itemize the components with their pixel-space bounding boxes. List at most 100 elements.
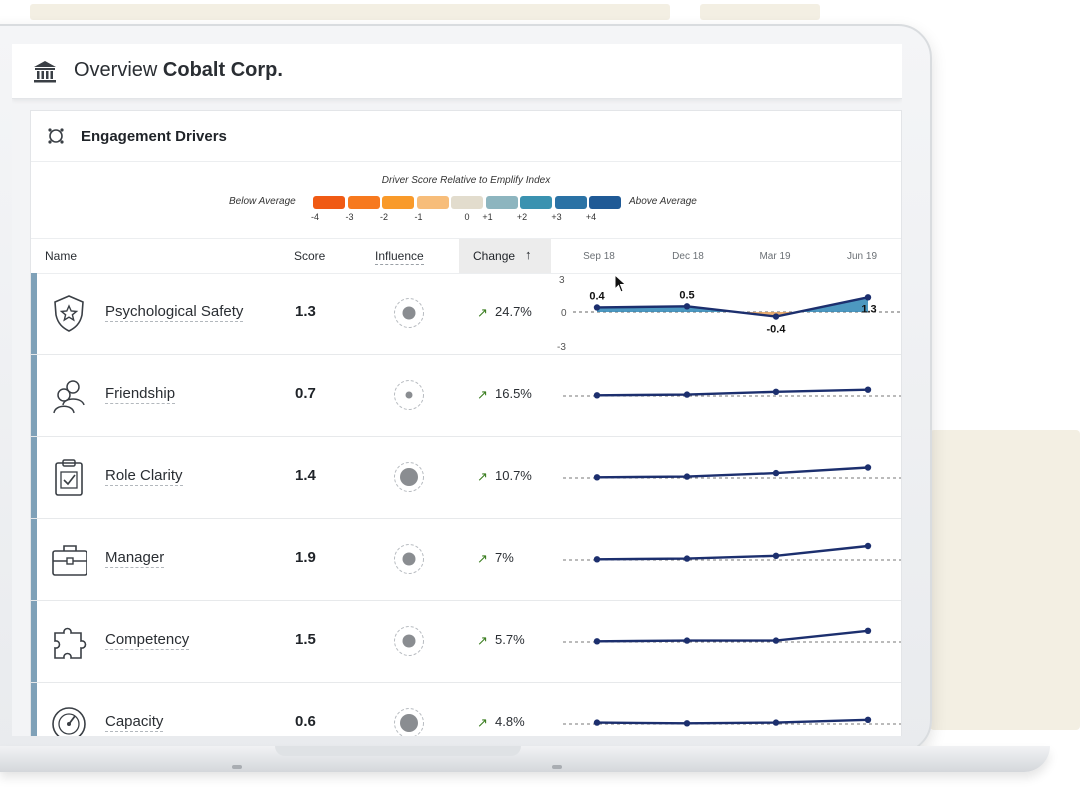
- legend-swatch: [520, 196, 552, 209]
- table-row[interactable]: Role Clarity 1.4 ↗ 10.7%: [31, 437, 901, 519]
- legend-swatch: [554, 196, 587, 209]
- legend-tick: +2: [516, 212, 528, 222]
- column-header-score[interactable]: Score: [294, 249, 326, 263]
- legend-title: Driver Score Relative to Emplify Index: [381, 175, 551, 186]
- trend-point[interactable]: [593, 474, 601, 481]
- puzzle-icon: [54, 627, 87, 659]
- trend-line: [596, 296, 869, 318]
- trend-point[interactable]: [864, 386, 872, 393]
- table-row[interactable]: Manager 1.9 ↗ 7%: [31, 519, 901, 601]
- driver-change: 16.5%: [495, 386, 532, 401]
- driver-change: 5.7%: [495, 632, 525, 647]
- trend-point[interactable]: [772, 469, 780, 477]
- legend-swatch: [382, 196, 414, 209]
- driver-name[interactable]: Manager: [105, 549, 165, 568]
- trend-point[interactable]: [864, 627, 872, 634]
- laptop-foot: [232, 765, 242, 769]
- influence-indicator[interactable]: [393, 461, 425, 493]
- trend-line: [596, 388, 869, 397]
- trend-point[interactable]: [683, 555, 691, 562]
- legend-swatch: [416, 196, 449, 209]
- trend-point-label: 0.5: [679, 289, 694, 301]
- legend-tick: -2: [379, 212, 388, 222]
- legend-tick: -1: [414, 212, 423, 222]
- trend-point[interactable]: [772, 388, 780, 395]
- trend-point[interactable]: [593, 638, 601, 645]
- driver-name[interactable]: Role Clarity: [105, 467, 183, 486]
- driver-change: 4.8%: [495, 714, 525, 729]
- trend-point-label: 0.4: [589, 290, 605, 302]
- mouse-cursor-icon: [614, 274, 627, 293]
- table-row[interactable]: Capacity 0.6 ↗ 4.8%: [31, 683, 901, 736]
- trend-point[interactable]: [683, 720, 691, 727]
- page-title-prefix: Overview: [74, 59, 158, 81]
- legend-swatch: [347, 196, 380, 209]
- trend-up-arrow-icon: ↗: [477, 305, 488, 320]
- legend-swatch: [313, 196, 345, 209]
- column-header-influence[interactable]: Influence: [375, 249, 424, 265]
- trend-point[interactable]: [864, 716, 872, 723]
- clipboard-check-icon: [55, 459, 83, 496]
- trend-line: [596, 544, 869, 561]
- trend-sparkline: 3 0 -3 0.4 0.5 -0.4 1.3: [557, 275, 901, 353]
- trend-sparkline: [563, 542, 901, 563]
- trend-point[interactable]: [864, 464, 872, 471]
- top-bar: Overview Cobalt Corp.: [12, 44, 902, 99]
- table-header: Name Score Influence Change ↑ Sep 18 Dec…: [31, 238, 901, 274]
- trend-point[interactable]: [593, 392, 601, 399]
- trend-point[interactable]: [864, 294, 872, 301]
- influence-indicator[interactable]: [393, 625, 425, 657]
- table-row[interactable]: Friendship 0.7 ↗ 16.5%: [31, 355, 901, 437]
- influence-indicator[interactable]: [393, 297, 425, 329]
- influence-indicator[interactable]: [393, 543, 425, 575]
- influence-indicator[interactable]: [393, 707, 425, 736]
- page-title: Overview Cobalt Corp.: [74, 59, 283, 82]
- trend-point[interactable]: [683, 391, 691, 398]
- month-label: Dec 18: [672, 251, 704, 262]
- legend-tick: 0: [464, 212, 470, 222]
- column-header-change-label: Change: [473, 249, 516, 263]
- trend-point[interactable]: [683, 637, 691, 644]
- influence-indicator[interactable]: [393, 379, 425, 411]
- trend-point[interactable]: [772, 719, 780, 726]
- trend-up-arrow-icon: ↗: [477, 715, 488, 730]
- trend-point[interactable]: [593, 556, 601, 563]
- row-accent-bar: [31, 601, 37, 682]
- driver-name[interactable]: Friendship: [105, 385, 176, 404]
- axis-tick-label: 0: [561, 308, 567, 319]
- trend-point[interactable]: [772, 637, 780, 644]
- legend-swatch: [451, 196, 483, 209]
- driver-score: 0.7: [295, 385, 316, 402]
- month-label: Jun 19: [846, 251, 878, 262]
- trend-point[interactable]: [864, 542, 872, 550]
- trend-sparkline: [563, 716, 901, 727]
- trend-point[interactable]: [772, 552, 780, 559]
- trend-point[interactable]: [683, 473, 691, 480]
- driver-name[interactable]: Competency: [105, 631, 190, 650]
- driver-change: 24.7%: [495, 304, 532, 319]
- column-header-change[interactable]: Change ↑: [459, 239, 551, 273]
- driver-name[interactable]: Psychological Safety: [105, 303, 244, 322]
- column-header-name[interactable]: Name: [45, 249, 78, 263]
- table-row[interactable]: Psychological Safety 1.3 ↗ 24.7% 3 0 -3 0.4 0.5 -…: [31, 273, 901, 355]
- sort-ascending-icon: ↑: [525, 247, 532, 262]
- table-row[interactable]: Competency 1.5 ↗ 5.7%: [31, 601, 901, 683]
- trend-line: [596, 718, 869, 725]
- trend-point[interactable]: [593, 304, 601, 311]
- trend-point[interactable]: [772, 313, 780, 320]
- driver-change: 10.7%: [495, 468, 532, 483]
- laptop-notch: [275, 746, 521, 756]
- driver-name[interactable]: Capacity: [105, 713, 164, 732]
- engagement-drivers-card: Engagement Drivers Driver Score Relative…: [30, 110, 902, 736]
- trend-sparkline: [563, 464, 901, 481]
- driver-score: 1.3: [295, 303, 316, 320]
- legend-tick: +4: [585, 212, 597, 222]
- row-accent-bar: [31, 519, 37, 600]
- driver-score: 1.5: [295, 631, 316, 648]
- trend-point[interactable]: [683, 303, 691, 310]
- row-accent-bar: [31, 355, 37, 436]
- trend-point[interactable]: [593, 719, 601, 726]
- legend-below-label: Below Average: [229, 196, 296, 207]
- trend-line: [596, 629, 869, 643]
- row-accent-bar: [31, 437, 37, 518]
